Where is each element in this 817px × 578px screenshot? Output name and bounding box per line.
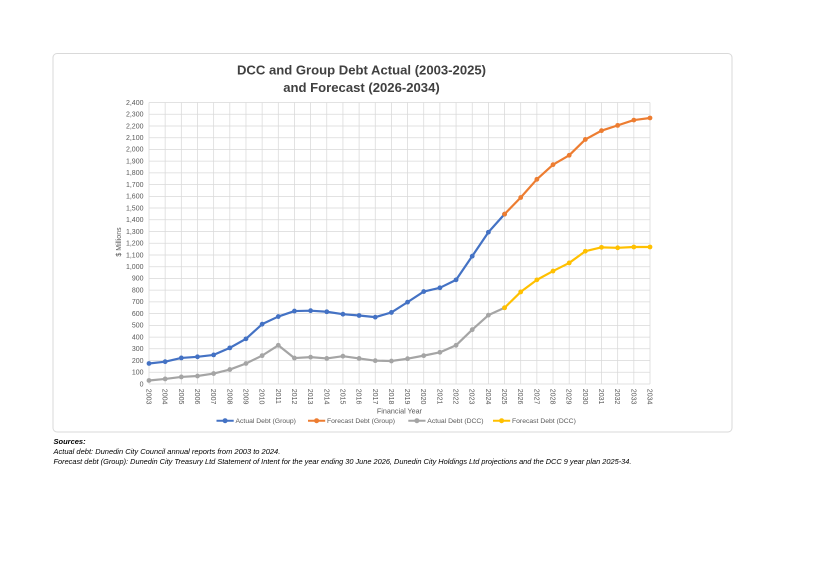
svg-text:200: 200 [132,358,144,365]
svg-text:2034: 2034 [646,389,653,405]
svg-text:2,100: 2,100 [126,135,144,142]
svg-text:2,400: 2,400 [126,100,144,107]
svg-text:300: 300 [132,346,144,353]
svg-text:2028: 2028 [549,389,556,405]
svg-text:2008: 2008 [225,389,232,405]
svg-text:600: 600 [132,311,144,318]
svg-text:800: 800 [132,287,144,294]
svg-text:1,200: 1,200 [126,241,144,248]
svg-text:2017: 2017 [371,389,378,405]
svg-text:2006: 2006 [193,389,200,405]
svg-text:0: 0 [140,381,144,388]
svg-text:1,000: 1,000 [126,264,144,271]
svg-text:2030: 2030 [581,389,588,405]
svg-text:Actual Debt (Group): Actual Debt (Group) [236,418,296,425]
svg-text:Financial Year: Financial Year [377,407,423,416]
svg-text:2011: 2011 [274,389,281,404]
svg-text:2009: 2009 [241,389,248,405]
svg-text:2003: 2003 [145,389,152,405]
svg-text:2014: 2014 [322,389,329,405]
svg-text:2029: 2029 [565,389,572,405]
svg-text:1,900: 1,900 [126,158,144,165]
svg-text:2024: 2024 [484,389,491,405]
svg-text:2015: 2015 [338,389,345,405]
svg-text:1,400: 1,400 [126,217,144,224]
svg-text:and Forecast (2026-2034): and Forecast (2026-2034) [283,80,439,95]
svg-text:2012: 2012 [290,389,297,405]
svg-text:1,600: 1,600 [126,194,144,201]
svg-text:1,500: 1,500 [126,205,144,212]
svg-text:2013: 2013 [306,389,313,405]
svg-text:2,300: 2,300 [126,112,144,119]
svg-text:1,100: 1,100 [126,252,144,259]
svg-text:2021: 2021 [435,389,442,405]
svg-text:2026: 2026 [516,389,523,405]
svg-text:700: 700 [132,299,144,306]
svg-text:1,700: 1,700 [126,182,144,189]
svg-text:2018: 2018 [387,389,394,405]
svg-text:2005: 2005 [177,389,184,405]
svg-text:2031: 2031 [597,389,604,405]
svg-text:2016: 2016 [355,389,362,405]
svg-text:1,800: 1,800 [126,170,144,177]
svg-text:1,300: 1,300 [126,229,144,236]
svg-text:500: 500 [132,323,144,330]
svg-text:2019: 2019 [403,389,410,405]
svg-text:Actual Debt (DCC): Actual Debt (DCC) [427,418,483,425]
svg-text:2,200: 2,200 [126,123,144,130]
svg-text:Forecast Debt (DCC): Forecast Debt (DCC) [512,418,576,425]
svg-text:2020: 2020 [419,389,426,405]
svg-text:DCC and Group Debt Actual (200: DCC and Group Debt Actual (2003-2025) [237,62,486,77]
svg-text:2010: 2010 [258,389,265,405]
svg-text:900: 900 [132,276,144,283]
svg-text:Forecast Debt (Group): Forecast Debt (Group) [327,418,395,425]
svg-text:2,000: 2,000 [126,147,144,154]
svg-text:2027: 2027 [532,389,539,405]
svg-text:2032: 2032 [613,389,620,405]
svg-text:2023: 2023 [468,389,475,405]
svg-text:2033: 2033 [629,389,636,405]
svg-text:100: 100 [132,370,144,377]
svg-text:2022: 2022 [452,389,459,405]
svg-text:400: 400 [132,334,144,341]
svg-text:$ Millions: $ Millions [116,227,123,257]
svg-text:2025: 2025 [500,389,507,405]
svg-text:2004: 2004 [161,389,168,405]
svg-text:2007: 2007 [209,389,216,405]
